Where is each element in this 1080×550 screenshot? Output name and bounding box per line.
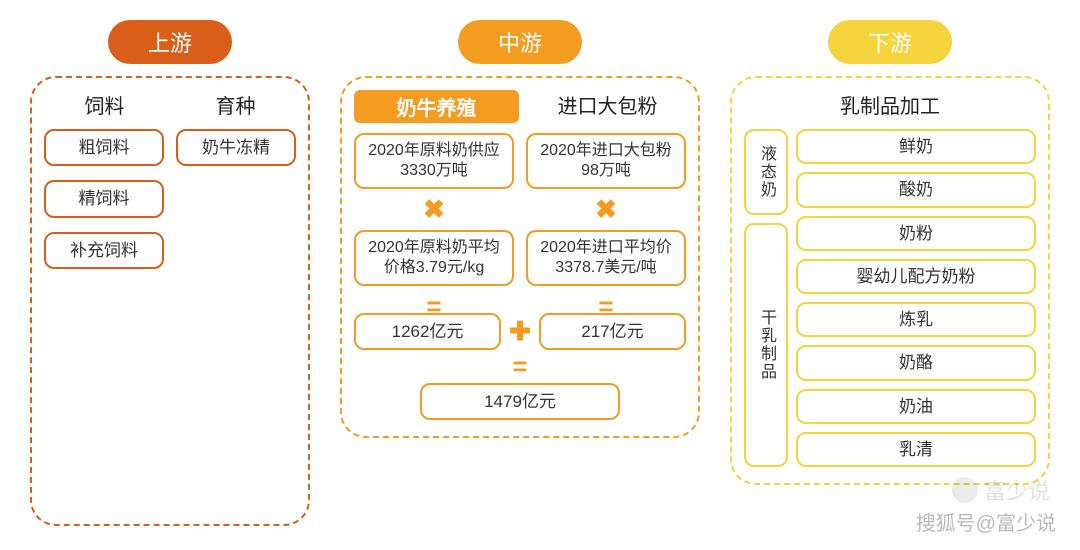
- upstream-headers: 饲料 育种: [44, 90, 296, 119]
- category-dry: 干乳制品: [744, 223, 788, 467]
- watermark-upper: 富少说: [952, 474, 1050, 506]
- category-column: 液态奶 干乳制品: [744, 129, 788, 467]
- upstream-pill: 上游: [108, 20, 232, 64]
- subtotal-row: 1262亿元 ✚ 217亿元: [354, 313, 686, 350]
- feed-item: 精饲料: [44, 180, 164, 217]
- product-item: 奶酪: [796, 345, 1036, 380]
- midstream-body: 2020年原料奶供应3330万吨 ✖ 2020年原料奶平均价格3.79元/kg …: [354, 133, 686, 313]
- raw-milk-supply: 2020年原料奶供应3330万吨: [354, 133, 514, 189]
- downstream-pill: 下游: [828, 20, 952, 64]
- upstream-right-list: 奶牛冻精: [176, 129, 296, 269]
- watermark-text-1: 富少说: [984, 474, 1050, 506]
- product-item: 酸奶: [796, 172, 1036, 207]
- midstream-left: 2020年原料奶供应3330万吨 ✖ 2020年原料奶平均价格3.79元/kg …: [354, 133, 514, 313]
- product-list: 鲜奶 酸奶 奶粉 婴幼儿配方奶粉 炼乳 奶酪 奶油 乳清: [796, 129, 1036, 467]
- product-item: 炼乳: [796, 302, 1036, 337]
- upstream-column: 上游 饲料 育种 粗饲料 精饲料 补充饲料 奶牛冻精: [30, 20, 310, 526]
- upstream-header-left: 饲料: [44, 90, 165, 119]
- grand-total: 1479亿元: [420, 383, 619, 420]
- plus-icon: ✚: [509, 321, 531, 342]
- midstream-right: 2020年进口大包粉98万吨 ✖ 2020年进口平均价3378.7美元/吨 =: [526, 133, 686, 313]
- downstream-body: 液态奶 干乳制品 鲜奶 酸奶 奶粉 婴幼儿配方奶粉 炼乳 奶酪 奶油 乳清: [744, 129, 1036, 467]
- raw-milk-price: 2020年原料奶平均价格3.79元/kg: [354, 230, 514, 286]
- downstream-headers: 乳制品加工: [744, 90, 1036, 119]
- multiply-icon: ✖: [595, 199, 617, 220]
- product-item: 奶油: [796, 389, 1036, 424]
- left-subtotal: 1262亿元: [354, 313, 501, 350]
- equals-icon: =: [512, 356, 527, 377]
- upstream-header-right: 育种: [175, 90, 296, 119]
- import-powder-supply: 2020年进口大包粉98万吨: [526, 133, 686, 189]
- diagram-root: 上游 饲料 育种 粗饲料 精饲料 补充饲料 奶牛冻精 中游 奶牛养殖: [0, 0, 1080, 536]
- midstream-headers: 奶牛养殖 进口大包粉: [354, 90, 686, 123]
- downstream-box: 乳制品加工 液态奶 干乳制品 鲜奶 酸奶 奶粉 婴幼儿配方奶粉 炼乳 奶酪 奶油…: [730, 76, 1050, 485]
- midstream-pill: 中游: [458, 20, 582, 64]
- feed-item: 补充饲料: [44, 232, 164, 269]
- multiply-icon: ✖: [423, 199, 445, 220]
- upstream-body: 粗饲料 精饲料 补充饲料 奶牛冻精: [44, 129, 296, 269]
- upstream-left-list: 粗饲料 精饲料 补充饲料: [44, 129, 164, 269]
- midstream-header-right: 进口大包粉: [529, 90, 686, 123]
- upstream-box: 饲料 育种 粗饲料 精饲料 补充饲料 奶牛冻精: [30, 76, 310, 526]
- watermark-icon: [952, 477, 978, 503]
- midstream-sums: 1262亿元 ✚ 217亿元 = 1479亿元: [354, 313, 686, 420]
- right-subtotal: 217亿元: [539, 313, 686, 350]
- midstream-box: 奶牛养殖 进口大包粉 2020年原料奶供应3330万吨 ✖ 2020年原料奶平均…: [340, 76, 700, 438]
- midstream-column: 中游 奶牛养殖 进口大包粉 2020年原料奶供应3330万吨 ✖ 2020年原料…: [340, 20, 700, 438]
- feed-item: 粗饲料: [44, 129, 164, 166]
- midstream-header-left: 奶牛养殖: [354, 90, 519, 123]
- product-item: 婴幼儿配方奶粉: [796, 259, 1036, 294]
- downstream-header: 乳制品加工: [744, 90, 1036, 119]
- import-powder-price: 2020年进口平均价3378.7美元/吨: [526, 230, 686, 286]
- product-item: 奶粉: [796, 216, 1036, 251]
- downstream-column: 下游 乳制品加工 液态奶 干乳制品 鲜奶 酸奶 奶粉 婴幼儿配方奶粉 炼乳 奶酪…: [730, 20, 1050, 485]
- breeding-item: 奶牛冻精: [176, 129, 296, 166]
- product-item: 乳清: [796, 432, 1036, 467]
- watermark-lower: 搜狐号@富少说: [916, 507, 1056, 536]
- product-item: 鲜奶: [796, 129, 1036, 164]
- category-liquid: 液态奶: [744, 129, 788, 215]
